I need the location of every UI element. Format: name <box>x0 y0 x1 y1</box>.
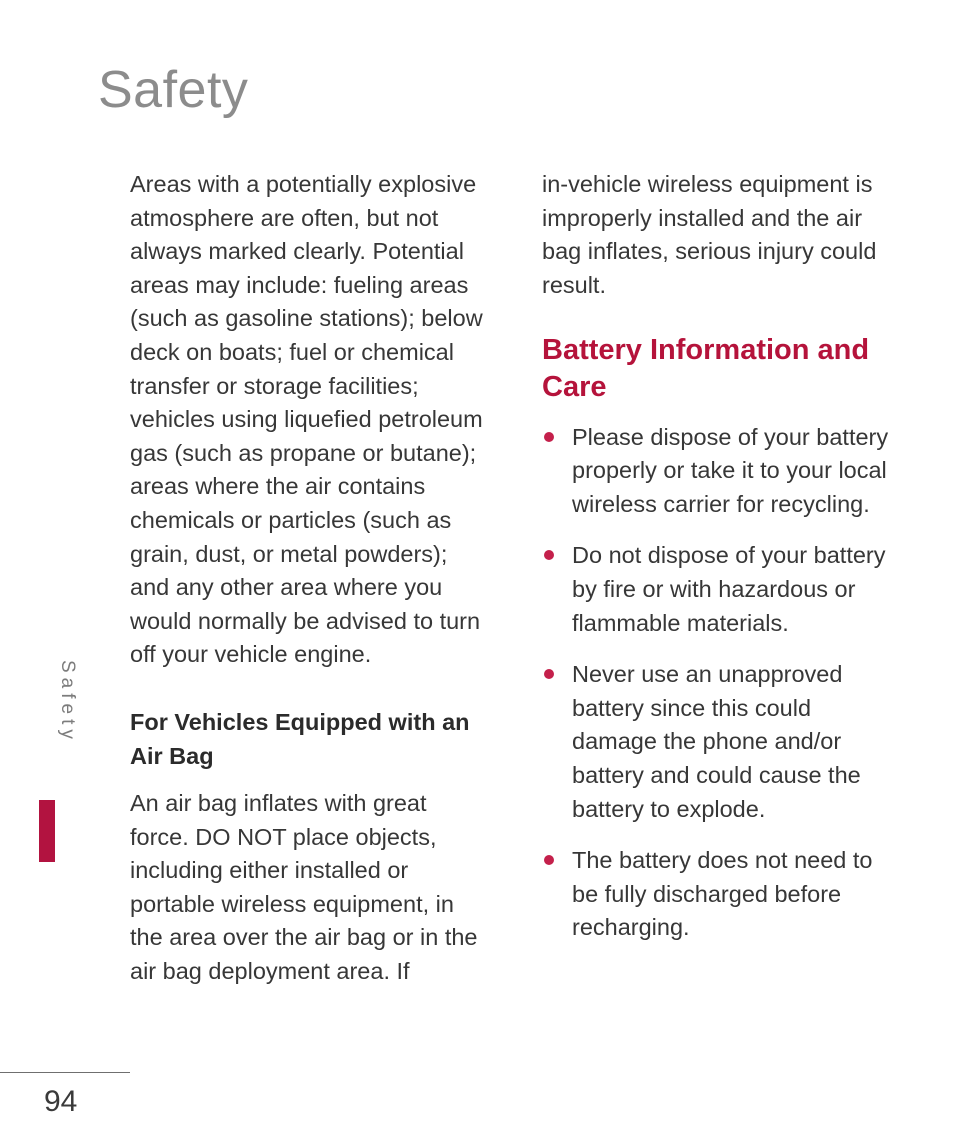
list-item: Do not dispose of your battery by fire o… <box>542 539 900 640</box>
page-number: 94 <box>44 1085 77 1119</box>
side-tab-label: Safety <box>54 660 78 800</box>
body-paragraph: An air bag inflates with great force. DO… <box>130 787 488 989</box>
body-paragraph: in-vehicle wireless equipment is imprope… <box>542 168 900 302</box>
content-columns: Areas with a potentially explosive atmos… <box>130 168 900 989</box>
list-item: Please dispose of your battery properly … <box>542 421 900 522</box>
section-heading-battery: Battery Information and Care <box>542 332 900 406</box>
footer-rule <box>0 1072 130 1073</box>
side-tab-marker <box>39 800 55 862</box>
list-item: Never use an unapproved battery since th… <box>542 658 900 826</box>
sub-heading-airbag: For Vehicles Equipped with an Air Bag <box>130 706 488 773</box>
list-item: The battery does not need to be fully di… <box>542 844 900 945</box>
battery-bullet-list: Please dispose of your battery properly … <box>542 421 900 945</box>
body-paragraph: Areas with a potentially explosive atmos… <box>130 168 488 672</box>
left-column: Areas with a potentially explosive atmos… <box>130 168 488 989</box>
right-column: in-vehicle wireless equipment is imprope… <box>542 168 900 989</box>
page-title: Safety <box>98 60 248 120</box>
